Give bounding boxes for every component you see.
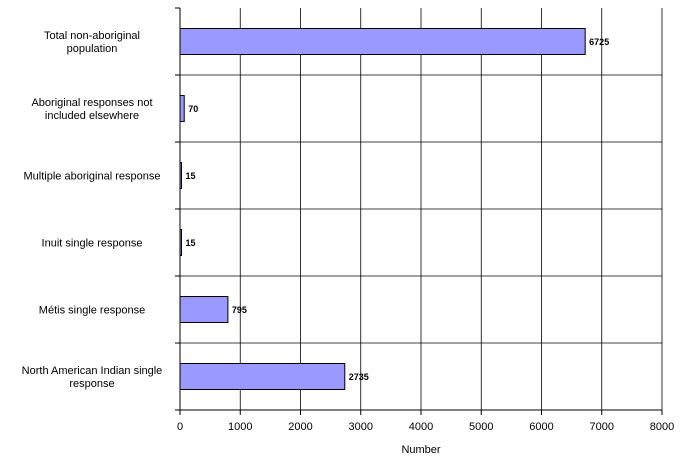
data-label: 6725 bbox=[589, 37, 609, 47]
data-label: 795 bbox=[232, 305, 247, 315]
bar bbox=[179, 363, 346, 390]
bar bbox=[179, 95, 185, 122]
bar bbox=[179, 28, 586, 55]
bar bbox=[179, 296, 229, 323]
x-tick-label: 6000 bbox=[529, 421, 553, 433]
x-tick-label: 8000 bbox=[650, 421, 674, 433]
bars bbox=[179, 28, 586, 390]
axes bbox=[175, 7, 662, 411]
x-axis-title: Number bbox=[401, 444, 440, 456]
category-label: Inuit single response bbox=[42, 238, 143, 250]
category-labels: Total non-aboriginal population Aboriginal… bbox=[22, 30, 163, 390]
x-tick-label: 2000 bbox=[288, 421, 312, 433]
gridlines bbox=[180, 8, 663, 410]
data-label: 2735 bbox=[349, 372, 369, 382]
x-axis-ticks: 0 1000 2000 3000 4000 5000 6000 7000 8000 bbox=[177, 410, 674, 433]
x-tick-label: 4000 bbox=[409, 421, 433, 433]
x-tick-label: 7000 bbox=[590, 421, 614, 433]
category-label: Aboriginal responses not included elsewhe… bbox=[31, 97, 152, 122]
x-tick-label: 1000 bbox=[228, 421, 252, 433]
data-label: 15 bbox=[186, 238, 196, 248]
data-label: 70 bbox=[188, 104, 198, 114]
category-label: Métis single response bbox=[39, 305, 145, 317]
x-tick-label: 0 bbox=[177, 421, 183, 433]
data-label: 15 bbox=[186, 171, 196, 181]
category-label: Multiple aboriginal response bbox=[24, 171, 161, 183]
category-label: Total non-aboriginal population bbox=[44, 30, 140, 55]
x-tick-label: 5000 bbox=[469, 421, 493, 433]
x-tick-label: 3000 bbox=[349, 421, 373, 433]
data-labels: 6725 70 15 15 795 2735 bbox=[186, 37, 610, 382]
category-label: North American Indian single response bbox=[22, 365, 163, 390]
